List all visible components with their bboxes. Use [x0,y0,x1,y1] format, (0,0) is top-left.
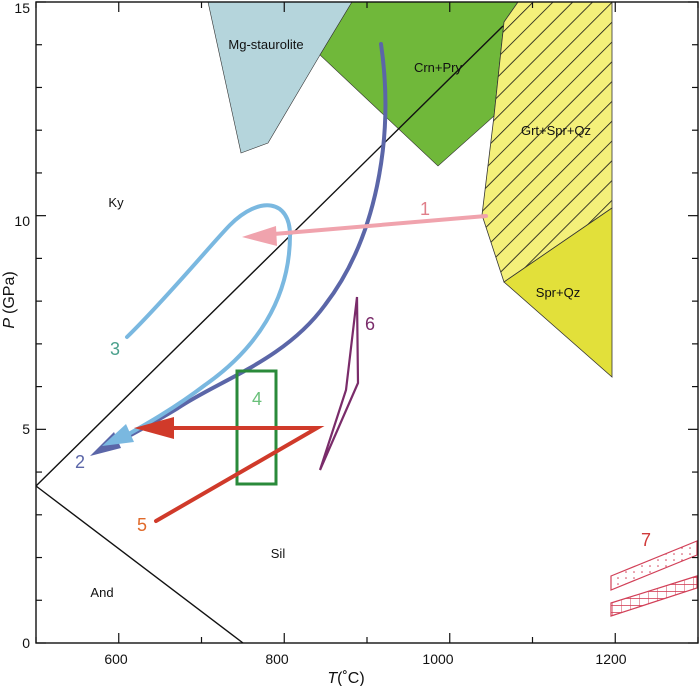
path-5-line [154,426,325,523]
y-tick-label-15: 15 [14,0,30,16]
x-tick-label-800: 800 [265,651,289,667]
x-axis-ticks [35,2,699,643]
field-label-sil: Sil [271,546,286,561]
y-tick-label-5: 5 [22,421,30,437]
path-label-6: 6 [365,314,375,334]
field-label-ky: Ky [108,195,124,210]
x-tick-label-1000: 1000 [422,651,453,667]
x-tick-label-600: 600 [104,651,128,667]
path-label-5: 5 [137,515,147,535]
path-3-arrowhead [102,424,134,446]
path-label-3: 3 [110,339,120,359]
field-spr-qz [503,207,613,378]
path-label-1: 1 [420,199,430,219]
y-tick-label-10: 10 [14,213,30,229]
ky-and-boundary [35,485,244,644]
path-3-line [116,203,293,442]
field-label-mg-staurolite: Mg-staurolite [228,37,303,52]
path-1-line [260,214,488,237]
y-axis-ticks [36,1,698,644]
path-5-arrowhead [134,417,174,439]
x-axis-title: T(˚C) [327,670,364,686]
path-6-outline [318,296,360,471]
field-label-spr-qz: Spr+Qz [536,285,580,300]
path-label-2: 2 [75,452,85,472]
field-label-and: And [90,585,113,600]
x-tick-label-1200: 1200 [595,651,626,667]
field-label-grt-spr-qz: Grt+Spr+Qz [521,123,591,138]
y-axis-title: P(GPa) [1,271,18,328]
ky-sil-boundary [35,25,504,487]
path-7-upper-band [610,540,698,591]
field-mg-staurolite [207,1,353,154]
path-7-lower-band [610,575,698,617]
path-label-7: 7 [641,530,651,550]
field-label-crn-pry: Crn+Pry [414,60,463,75]
y-tick-label-0: 0 [22,635,30,651]
field-crn-pry [319,1,519,167]
path-1-arrowhead [242,226,277,246]
field-grt-spr-qz [481,1,613,283]
path-label-4: 4 [252,389,262,409]
